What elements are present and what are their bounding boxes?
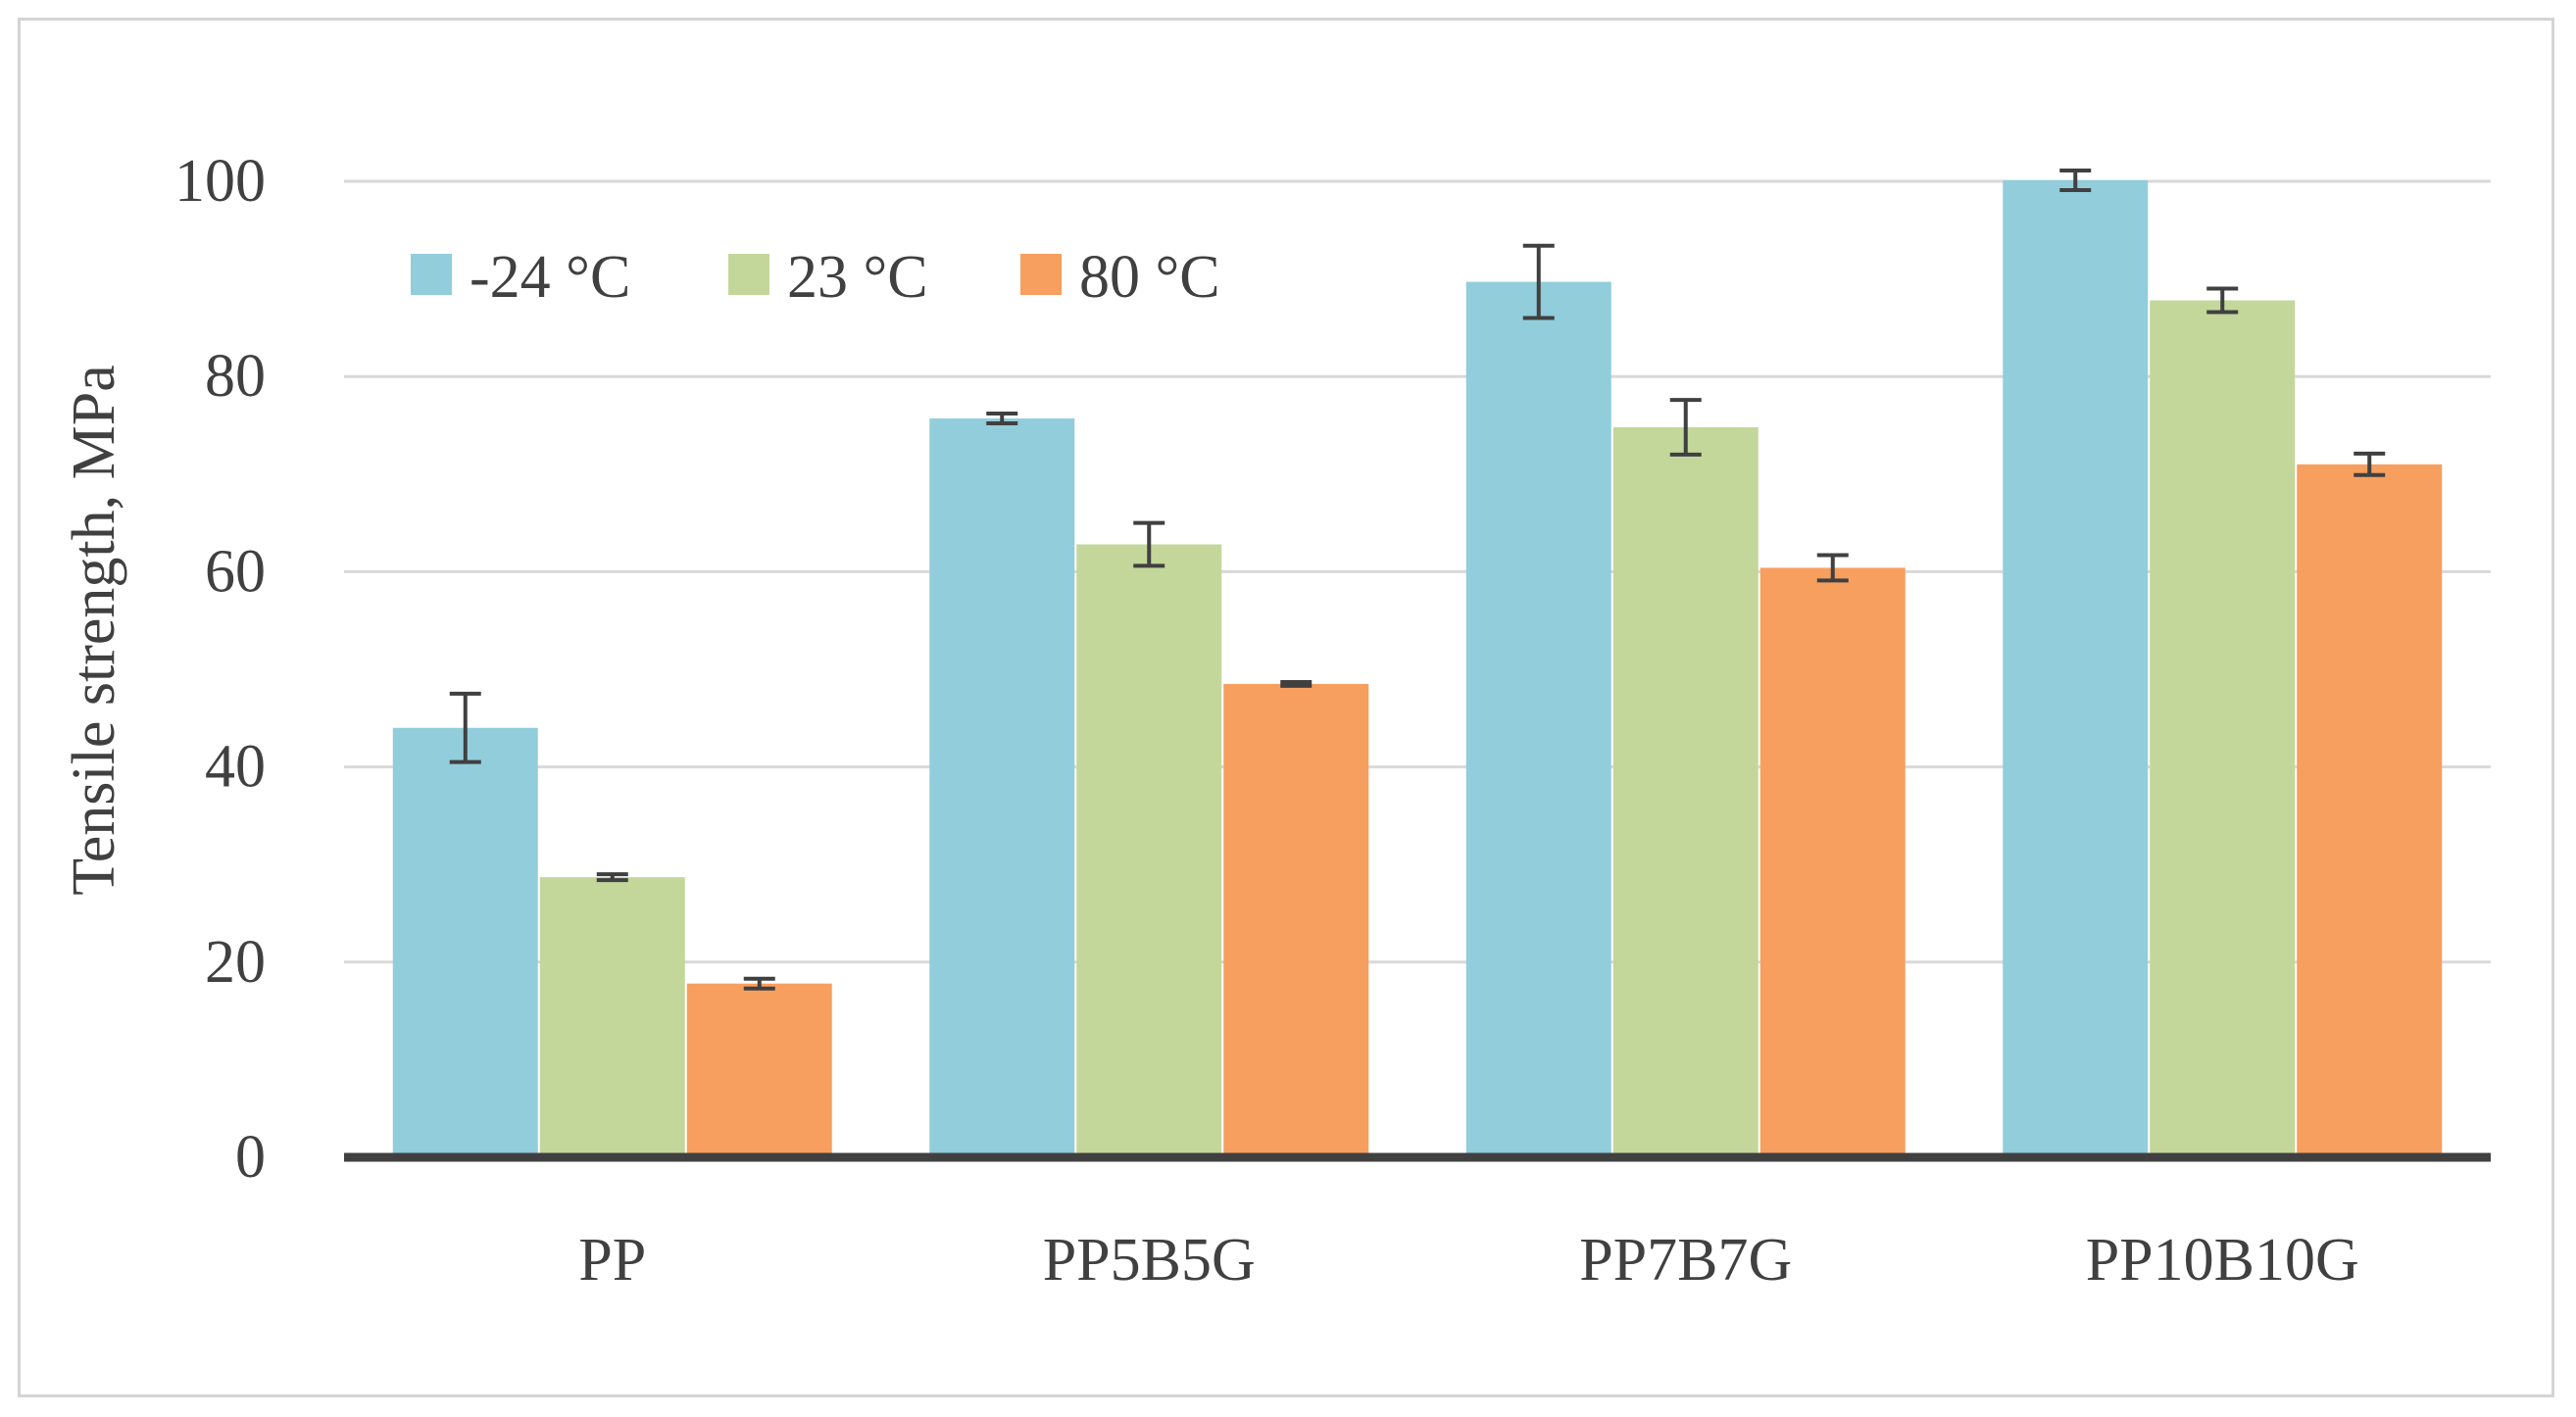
legend-label: 80 °C [1079,244,1220,311]
bar [686,983,832,1157]
bar [539,877,685,1157]
legend-swatch [411,254,452,295]
chart-svg: 0 20 40 60 80 100 PP PP5B5G PP7B7G PP10B10G -24 °… [61,148,2491,1294]
x-category-label: PP10B10G [2086,1227,2359,1294]
bar [1465,281,1611,1157]
x-category-label: PP [578,1227,646,1294]
legend: -24 °C 23 °C 80 °C [411,244,1220,311]
bar [2003,180,2149,1157]
bar [1223,683,1369,1157]
bar [1612,426,1759,1157]
bar [2297,464,2443,1158]
chart-frame: 0 20 40 60 80 100 PP PP5B5G PP7B7G PP10B10G -24 °… [18,18,2554,1397]
bar [1759,567,1906,1157]
legend-label: -24 °C [470,244,630,311]
y-tick-label: 20 [205,929,266,996]
x-category-label: PP7B7G [1579,1227,1792,1294]
legend-swatch [728,254,769,295]
y-tick-label: 100 [174,148,266,215]
bar [1076,544,1222,1157]
bar [929,418,1075,1157]
x-category-label: PP5B5G [1043,1227,1256,1294]
bar [2150,300,2296,1158]
y-tick-label: 40 [205,734,266,801]
y-axis-title: Tensile strength, MPa [61,365,127,896]
y-tick-label: 80 [205,343,266,410]
axes: 0 20 40 60 80 100 PP PP5B5G PP7B7G PP10B10G [174,148,2491,1294]
y-tick-label: 0 [235,1124,266,1191]
bars [392,180,2443,1158]
bar [392,727,538,1157]
y-tick-label: 60 [205,538,266,605]
legend-label: 23 °C [787,244,928,311]
error-bars [449,169,2386,991]
legend-swatch [1020,254,1062,295]
